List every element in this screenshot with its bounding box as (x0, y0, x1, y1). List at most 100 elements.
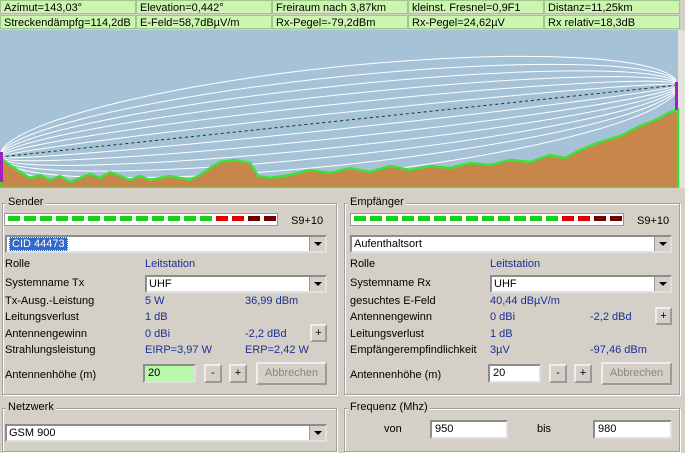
label: Systemname Tx (5, 277, 85, 289)
label: Empfängerempfindlichkeit (350, 344, 477, 356)
label: Rolle (5, 258, 31, 270)
network-group (2, 408, 337, 452)
meter-segment (514, 216, 526, 221)
label: Antennenhöhe (m) (350, 369, 442, 381)
site-dropdown[interactable]: Aufenthaltsort (350, 235, 672, 253)
value: 0 dBi (490, 311, 516, 323)
status-cell: Azimut=143,03° (0, 0, 136, 14)
dropdown-arrow (654, 237, 670, 251)
from-input[interactable]: 950 (430, 420, 508, 439)
status-cell: Streckendämpfg=114,2dB (0, 15, 136, 29)
meter-label: S9+10 (291, 215, 324, 227)
meter-segment (56, 216, 68, 221)
meter-segment (88, 216, 100, 221)
meter-segment (136, 216, 148, 221)
height-input[interactable]: 20 (488, 364, 541, 383)
group-title: Empfänger (348, 196, 406, 208)
value: Leitstation (145, 258, 196, 270)
system-dropdown[interactable]: UHF (490, 275, 672, 293)
dropdown-arrow (309, 426, 325, 440)
rx-marker (675, 82, 678, 110)
to-input[interactable]: 980 (593, 420, 672, 439)
meter-segment (578, 216, 590, 221)
label: bis (537, 423, 552, 435)
plus-button[interactable]: + (229, 364, 247, 383)
meter-segment (466, 216, 478, 221)
value: Leitstation (490, 258, 541, 270)
value: 3µV (490, 344, 510, 356)
label: Antennengewinn (5, 328, 87, 340)
sender-group (2, 203, 337, 395)
meter-segment (434, 216, 446, 221)
profile (0, 30, 685, 188)
meter-segment (72, 216, 84, 221)
meter-segment (610, 216, 622, 221)
network: GSM 900 (9, 427, 56, 439)
value: -2,2 dBd (590, 311, 632, 323)
meter-segment (232, 216, 244, 221)
meter-segment (184, 216, 196, 221)
meter-segment (216, 216, 228, 221)
plus-button[interactable]: + (310, 324, 327, 342)
value: 5 W (145, 295, 165, 307)
status-cell: Rx relativ=18,3dB (544, 15, 680, 29)
meter-segment (40, 216, 52, 221)
frequency-group (344, 408, 680, 452)
meter-segment (248, 216, 260, 221)
site: CID 44473 (9, 237, 68, 251)
value: 36,99 dBm (245, 295, 299, 307)
value: ERP=2,42 W (245, 344, 309, 356)
network-dropdown[interactable]: GSM 900 (5, 424, 327, 442)
scroll-strip (678, 30, 685, 188)
value: 1 dB (145, 311, 168, 323)
value: EIRP=3,97 W (145, 344, 212, 356)
meter-segment (8, 216, 20, 221)
dropdown-arrow (654, 277, 670, 291)
system-dropdown[interactable]: UHF (145, 275, 327, 293)
status-cell: kleinst. Fresnel=0,9F1 (408, 0, 544, 14)
meter-segment (530, 216, 542, 221)
system: UHF (149, 278, 172, 290)
meter-segment (264, 216, 276, 221)
group-title: Sender (6, 196, 46, 208)
cancel-button[interactable]: Abbrechen (256, 362, 327, 385)
dropdown-arrow (309, 277, 325, 291)
label: Leitungsverlust (5, 311, 79, 323)
label: Antennengewinn (350, 311, 432, 323)
meter-label: S9+10 (637, 215, 670, 227)
minus-button[interactable]: - (549, 364, 567, 383)
value: 1 dB (490, 328, 513, 340)
site: Aufenthaltsort (354, 238, 422, 250)
terrain (0, 108, 680, 188)
cancel-button[interactable]: Abbrechen (601, 362, 672, 385)
meter-segment (354, 216, 366, 221)
meter-segment (482, 216, 494, 221)
value: 40,44 dBµV/m (490, 295, 560, 307)
status-cell: Rx-Pegel=24,62µV (408, 15, 544, 29)
meter-segment (120, 216, 132, 221)
label: Leitungsverlust (350, 328, 424, 340)
label: Tx-Ausg.-Leistung (5, 295, 95, 307)
meter-segment (450, 216, 462, 221)
group-title: Frequenz (Mhz) (348, 401, 430, 413)
label: gesuchtes E-Feld (350, 295, 436, 307)
meter-segment (594, 216, 606, 221)
dropdown-arrow (309, 237, 325, 251)
value: -97,46 dBm (590, 344, 647, 356)
site-dropdown[interactable]: CID 44473 (5, 235, 327, 253)
minus-button[interactable]: - (204, 364, 222, 383)
meter-segment (152, 216, 164, 221)
meter-segment (386, 216, 398, 221)
plus-button[interactable]: + (574, 364, 592, 383)
system: UHF (494, 278, 517, 290)
meter-segment (24, 216, 36, 221)
label: Systemname Rx (350, 277, 431, 289)
group-title: Netzwerk (6, 401, 56, 413)
status-cell: Elevation=0,442° (136, 0, 272, 14)
plus-button[interactable]: + (655, 307, 672, 325)
status-cell: Freiraum nach 3,87km (272, 0, 408, 14)
label: von (384, 423, 402, 435)
label: Strahlungsleistung (5, 344, 96, 356)
height-input[interactable]: 20 (143, 364, 196, 383)
